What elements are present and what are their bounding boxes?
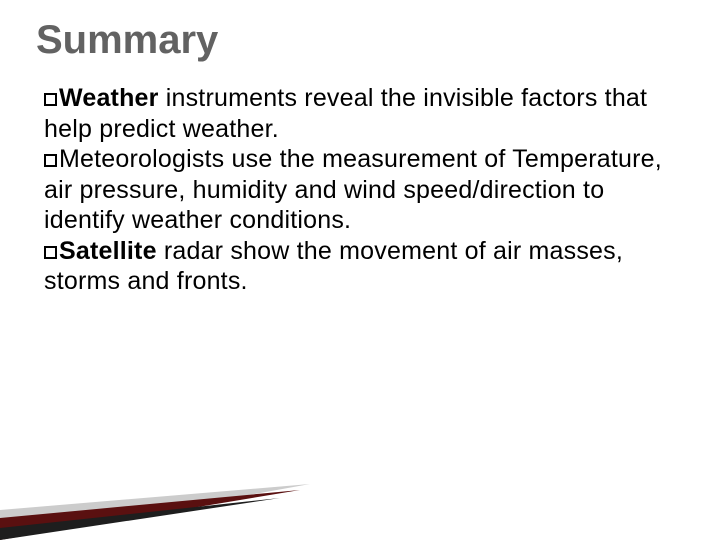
corner-decoration-icon	[0, 450, 720, 540]
bullet-marker-icon	[44, 246, 57, 259]
bullet-marker-icon	[44, 154, 57, 167]
bullet-item: Satellite radar show the movement of air…	[44, 236, 684, 297]
bullet-item: Weather instruments reveal the invisible…	[44, 83, 684, 144]
bullet-marker-icon	[44, 93, 57, 106]
bullet-lead: Satellite	[59, 237, 157, 265]
bullet-item: Meteorologists use the measurement of Te…	[44, 144, 684, 236]
bullet-lead: Weather	[59, 84, 159, 112]
slide: Summary Weather instruments reveal the i…	[0, 0, 720, 540]
bullet-text: Meteorologists use the measurement of Te…	[44, 145, 662, 234]
slide-body: Weather instruments reveal the invisible…	[36, 83, 684, 297]
slide-title: Summary	[36, 18, 684, 63]
